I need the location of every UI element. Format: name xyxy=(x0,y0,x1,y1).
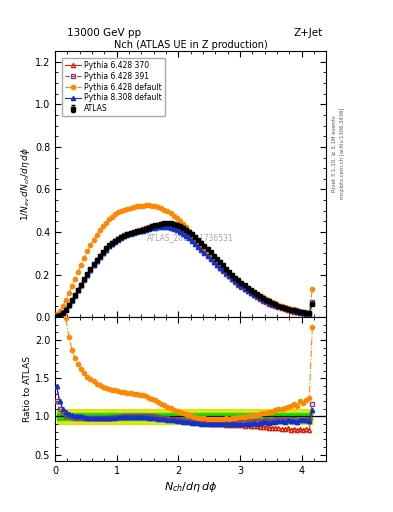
X-axis label: $N_{ch}/d\eta\,d\phi$: $N_{ch}/d\eta\,d\phi$ xyxy=(164,480,217,494)
Text: Rivet 3.1.10, ≥ 3.1M events: Rivet 3.1.10, ≥ 3.1M events xyxy=(332,115,337,192)
Y-axis label: $1/N_{ev}\,dN_{ch}/d\eta\,d\phi$: $1/N_{ev}\,dN_{ch}/d\eta\,d\phi$ xyxy=(19,147,32,221)
Legend: Pythia 6.428 370, Pythia 6.428 391, Pythia 6.428 default, Pythia 8.308 default, : Pythia 6.428 370, Pythia 6.428 391, Pyth… xyxy=(62,58,165,116)
Text: 13000 GeV pp: 13000 GeV pp xyxy=(67,28,141,38)
Y-axis label: Ratio to ATLAS: Ratio to ATLAS xyxy=(23,356,32,422)
Title: Nch (ATLAS UE in Z production): Nch (ATLAS UE in Z production) xyxy=(114,40,268,50)
Text: ATLAS_2019_I1736531: ATLAS_2019_I1736531 xyxy=(147,233,234,242)
Text: mcplots.cern.ch [arXiv:1306.3436]: mcplots.cern.ch [arXiv:1306.3436] xyxy=(340,108,345,199)
Text: Z+Jet: Z+Jet xyxy=(293,28,322,38)
